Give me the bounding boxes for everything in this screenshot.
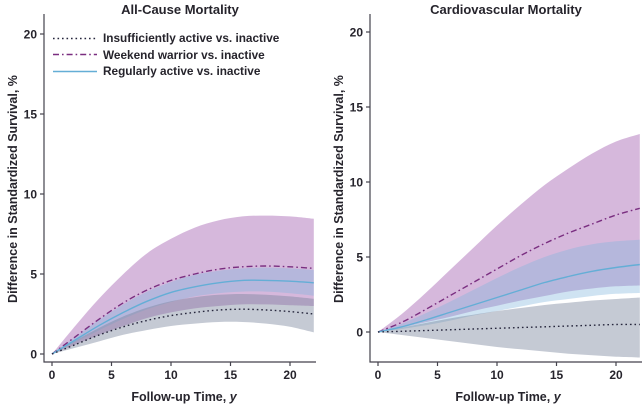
dotted-line-sample-icon <box>53 37 97 39</box>
y-axis-label-right: Difference in Standardized Survival, % <box>332 75 346 303</box>
x-axis-label-text: Follow-up Time, <box>131 390 227 404</box>
y-tick-label: 20 <box>350 26 364 40</box>
y-tick-label: 15 <box>24 108 38 122</box>
ci-band <box>52 215 314 354</box>
panel-plot-0: 0 5 10 15 20 0 5 10 15 20 <box>24 14 316 382</box>
x-axis-label-right: Follow-up Time, y <box>368 390 642 404</box>
y-tick-label: 15 <box>350 101 364 115</box>
y-tick-label: 10 <box>350 176 364 190</box>
x-tick-label: 10 <box>164 368 178 382</box>
series-line <box>377 323 640 333</box>
x-tick-label: 20 <box>283 368 297 382</box>
x-tick-label: 0 <box>49 368 56 382</box>
series-line <box>51 265 314 355</box>
legend-item-weekend-warrior: Weekend warrior vs. inactive <box>52 47 279 64</box>
panel-plot-1: 0 5 10 15 20 0 5 10 15 20 <box>350 14 642 382</box>
series-line <box>51 279 314 355</box>
legend-label: Insufficiently active vs. inactive <box>103 31 280 46</box>
x-axis-label-text: Follow-up Time, <box>455 390 551 404</box>
legend-label: Weekend warrior vs. inactive <box>103 47 265 62</box>
x-tick-label: 5 <box>434 368 441 382</box>
ci-band <box>378 239 640 332</box>
y-tick-label: 5 <box>356 251 363 265</box>
x-axis-label-unit: y <box>229 390 237 404</box>
x-tick-label: 20 <box>609 368 623 382</box>
legend-label: Regularly active vs. inactive <box>103 64 261 79</box>
panel-title-all-cause: All-Cause Mortality <box>121 2 239 17</box>
solid-line-sample-icon <box>53 70 97 72</box>
axis-lines <box>43 14 316 363</box>
y-tick-label: 20 <box>24 28 38 42</box>
dash-dot-line-sample-icon <box>53 54 97 56</box>
x-tick-label: 15 <box>224 368 238 382</box>
panel-title-cardiovascular: Cardiovascular Mortality <box>430 2 582 17</box>
series-line <box>377 207 640 333</box>
x-tick-label: 0 <box>375 368 382 382</box>
y-tick-label: 0 <box>30 348 37 362</box>
y-tick-label: 10 <box>24 188 38 202</box>
x-tick-label: 10 <box>490 368 504 382</box>
legend-item-regularly-active: Regularly active vs. inactive <box>52 63 279 80</box>
x-tick-label: 15 <box>550 368 564 382</box>
legend-item-insufficiently-active: Insufficiently active vs. inactive <box>52 30 279 47</box>
y-tick-label: 5 <box>30 268 37 282</box>
y-axis-label-left: Difference in Standardized Survival, % <box>6 75 20 303</box>
legend: Insufficiently active vs. inactive Weeke… <box>52 30 279 80</box>
ci-band <box>52 267 314 354</box>
y-tick-label: 0 <box>356 326 363 340</box>
series-line <box>377 263 640 333</box>
x-axis-label-unit: y <box>553 390 561 404</box>
axis-lines <box>369 14 642 363</box>
x-axis-label-left: Follow-up Time, y <box>44 390 324 404</box>
x-tick-label: 5 <box>108 368 115 382</box>
ci-band <box>378 134 640 332</box>
